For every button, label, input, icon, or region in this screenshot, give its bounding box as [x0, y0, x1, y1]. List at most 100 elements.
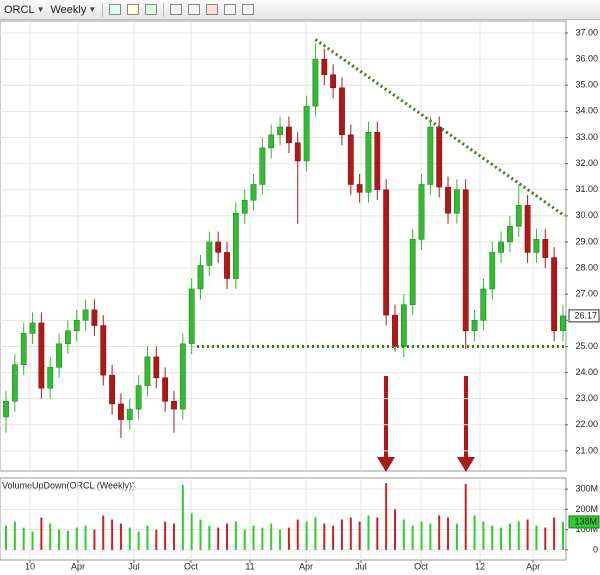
candle-body [560, 315, 566, 332]
volume-bar [411, 525, 414, 550]
last-volume-label: 138M [574, 516, 597, 526]
volume-bar [75, 527, 78, 550]
y-tick-label: 0 [593, 544, 598, 554]
arrow-head [457, 457, 475, 472]
y-tick-label: 33.00 [575, 132, 598, 142]
candle-body [197, 265, 204, 290]
symbol-selector[interactable]: ORCL ▼ [4, 3, 45, 16]
candle-body [126, 408, 133, 420]
candle-body [374, 131, 381, 190]
candle-body [73, 320, 80, 332]
candle-body [3, 401, 9, 418]
volume-bar [49, 523, 52, 550]
volume-bar [323, 523, 326, 550]
candle-body [294, 142, 301, 162]
volume-bar [31, 531, 34, 550]
volume-bar [164, 521, 167, 550]
volume-title: VolumeUpDown(ORCL (Weekly)) [2, 480, 135, 490]
volume-bar [500, 527, 503, 550]
draw-button[interactable] [127, 4, 140, 15]
candle-body [109, 374, 116, 405]
volume-bars [5, 483, 564, 550]
volume-bar [226, 523, 229, 550]
candle-body [286, 126, 292, 143]
volume-bar [5, 525, 8, 550]
x-tick-label: 11 [245, 561, 254, 571]
candle-body [144, 356, 151, 386]
volume-bar [464, 484, 467, 550]
y-tick-label: 36.00 [575, 53, 598, 63]
volume-bar [385, 483, 388, 550]
last-price-tag [568, 309, 600, 323]
price-panel [0, 20, 567, 472]
volume-bar [40, 517, 43, 550]
y-tick-label: 30.00 [575, 210, 598, 220]
volume-bar [93, 529, 96, 550]
toolbar: ORCL ▼ Weekly ▼ [0, 0, 600, 20]
candle-body [303, 105, 310, 162]
candle-body [418, 184, 425, 240]
y-tick-label: 32.00 [575, 158, 598, 168]
layout-button[interactable] [224, 4, 237, 15]
y-tick-label: 22.00 [575, 419, 598, 429]
volume-bar [279, 529, 282, 550]
arrow-head [377, 457, 395, 472]
period-selector[interactable]: Weekly ▼ [50, 3, 97, 16]
chart-type-button[interactable] [109, 4, 122, 15]
y-tick-label: 31.00 [575, 184, 598, 194]
candle-body [118, 403, 124, 420]
volume-bar [491, 525, 494, 550]
candle-body [498, 241, 504, 253]
volume-bar [561, 521, 564, 550]
volume-bar [252, 525, 255, 550]
volume-bar [402, 519, 405, 550]
candle-body [392, 314, 398, 347]
candle-body [533, 239, 540, 253]
candle-body [82, 309, 89, 321]
color-button[interactable] [206, 4, 219, 15]
candle-body [365, 131, 372, 193]
volume-bar [270, 523, 273, 550]
y-tick-label: 29.00 [575, 236, 598, 246]
volume-bar [287, 527, 290, 550]
y-tick-label: 200M [575, 504, 598, 514]
candle-body [321, 58, 328, 76]
volume-bar [199, 519, 202, 550]
candle-body [383, 189, 390, 316]
candle-body [427, 126, 434, 185]
candle-body [339, 87, 345, 136]
x-tick-label: Oct [184, 561, 199, 571]
y-tick-label: 300M [575, 484, 598, 494]
settings-button[interactable] [242, 4, 255, 15]
volume-bar [438, 515, 441, 550]
x-tick-label: Jul [355, 561, 367, 571]
candles [3, 43, 566, 438]
volume-bar [393, 509, 396, 550]
candle-body [551, 257, 558, 332]
volume-bar [535, 525, 538, 550]
volume-bar [508, 523, 511, 550]
volume-bar [553, 517, 556, 550]
y-tick-label: 25.00 [575, 341, 598, 351]
candle-body [162, 377, 169, 402]
candle-body [47, 367, 54, 389]
volume-bar [305, 521, 308, 550]
volume-bar [429, 523, 432, 550]
volume-bar [482, 521, 485, 550]
y-tick-label: 35.00 [575, 80, 598, 90]
volume-bar [544, 527, 547, 550]
volume-bar [137, 531, 140, 550]
volume-bar [208, 525, 211, 550]
candle-body [347, 134, 354, 185]
x-tick-label: Apr [299, 561, 313, 571]
last-price-label: 26.17 [574, 310, 597, 320]
candle-body [471, 320, 478, 332]
x-tick-label: 10 [25, 561, 35, 571]
volume-bar [172, 523, 175, 550]
x-tick-label: 12 [475, 561, 485, 571]
candle-body [445, 186, 451, 214]
crosshair-button[interactable] [170, 4, 183, 15]
zoom-button[interactable] [188, 4, 201, 15]
indicator-button[interactable] [145, 4, 158, 15]
volume-bar [111, 519, 114, 550]
